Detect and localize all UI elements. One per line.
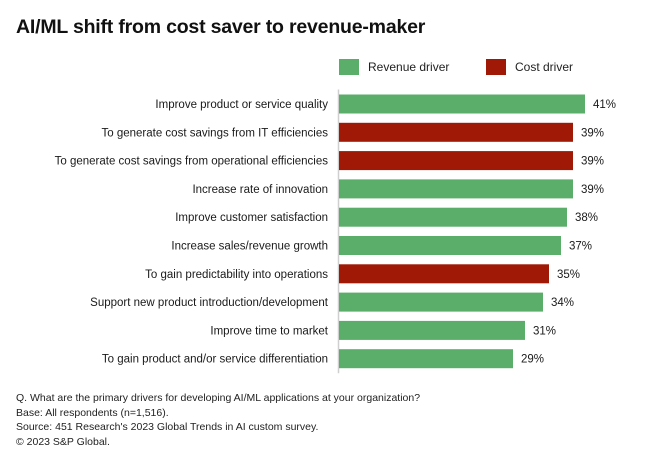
legend-label-revenue: Revenue driver [368,60,450,74]
legend-item-revenue: Revenue driver [339,59,449,75]
legend-swatch-revenue [339,59,359,75]
bar [339,207,567,227]
bar [339,292,543,312]
value-label: 39% [581,184,604,196]
category-label: To generate cost savings from IT efficie… [102,127,329,139]
category-label: Increase rate of innovation [192,184,328,196]
category-label: To gain product and/or service different… [102,354,328,366]
category-label: Improve time to market [210,325,328,337]
category-label: Increase sales/revenue growth [171,241,328,253]
footer-copyright: © 2023 S&P Global. [16,435,110,448]
category-label: Support new product introduction/develop… [90,297,329,309]
value-label: 41% [593,99,616,111]
value-label: 35% [557,269,580,281]
value-label: 37% [569,241,592,253]
value-label: 31% [533,325,556,337]
category-label: To generate cost savings from operationa… [55,156,329,168]
value-label: 29% [521,354,544,366]
value-label: 34% [551,297,574,309]
chart-title: AI/ML shift from cost saver to revenue-m… [16,16,426,38]
footer-source: Source: 451 Research's 2023 Global Trend… [16,421,319,433]
legend-label-cost: Cost driver [515,60,574,74]
bar [339,179,573,199]
bar [339,349,513,369]
legend-item-cost: Cost driver [486,59,573,75]
category-label: Improve product or service quality [155,99,328,111]
legend-swatch-cost [486,59,506,75]
footer-base: Base: All respondents (n=1,516). [16,406,169,419]
value-label: 39% [581,156,604,168]
bar [339,320,525,340]
value-label: 38% [575,212,598,224]
bar [339,122,573,142]
bar [339,151,573,171]
category-label: Improve customer satisfaction [175,212,328,224]
bar [339,94,585,114]
bar [339,264,549,284]
category-label: To gain predictability into operations [145,269,328,281]
bar [339,236,561,255]
footer-question: Q. What are the primary drivers for deve… [16,392,421,404]
value-label: 39% [581,127,604,139]
chart-footer: Q. What are the primary drivers for deve… [16,391,420,449]
